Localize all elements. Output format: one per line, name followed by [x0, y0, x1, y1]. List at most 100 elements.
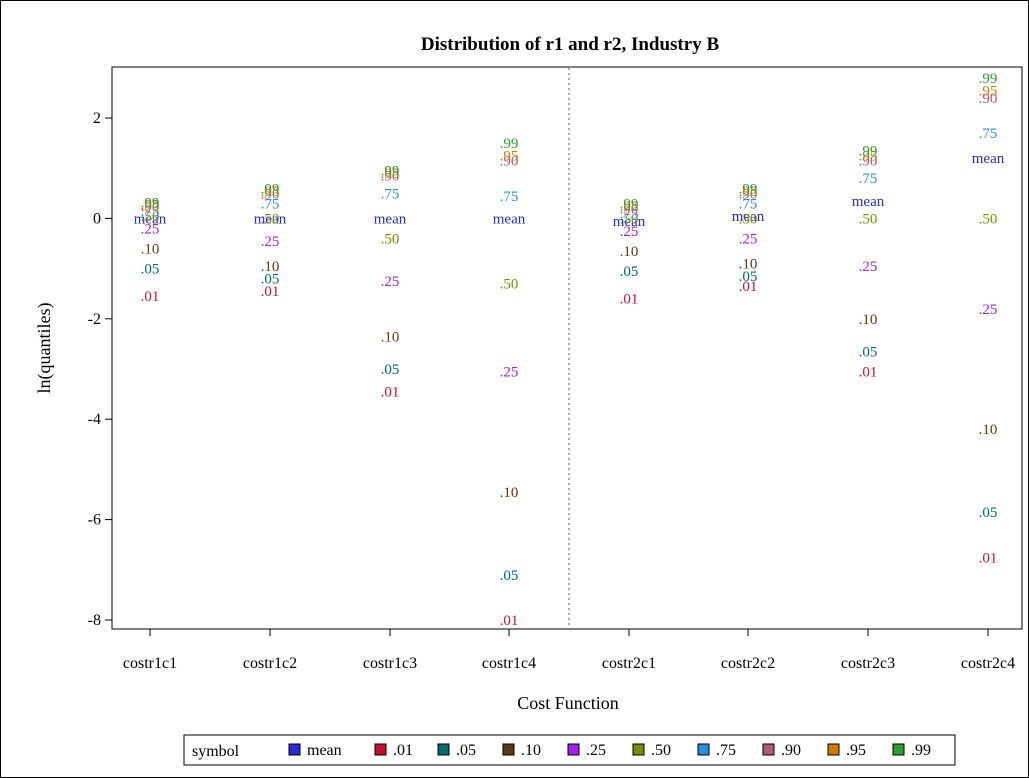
data-point-q05: .05	[141, 262, 160, 278]
legend-swatch	[437, 743, 450, 756]
legend-entry-label: .01	[393, 742, 413, 759]
legend-entry-label: .90	[781, 742, 801, 759]
data-point-q05: .05	[979, 505, 998, 521]
data-point-q75: .75	[739, 196, 758, 212]
data-point-q01: .01	[261, 284, 280, 300]
data-point-mean: mean	[852, 194, 885, 210]
x-tick-label: costr1c3	[363, 655, 417, 672]
data-point-mean: mean	[134, 211, 167, 227]
data-point-q25: .25	[500, 365, 519, 381]
data-point-q25: .25	[979, 302, 998, 318]
data-point-q75: .75	[859, 171, 878, 187]
legend-swatch	[632, 743, 645, 756]
data-point-q25: .25	[141, 221, 160, 237]
data-point-q05: .05	[500, 568, 519, 584]
legend-entry-label: .99	[911, 742, 931, 759]
data-point-q90: .90	[739, 186, 758, 202]
y-axis: -8 -6 -4 -2 0 2	[88, 110, 112, 629]
data-point-q01: .01	[141, 289, 160, 305]
data-point-mean: mean	[613, 214, 646, 230]
data-point-q10: .10	[381, 329, 400, 345]
data-point-q10: .10	[739, 257, 758, 273]
data-point-q10: .10	[979, 422, 998, 438]
data-point-q75: .75	[500, 189, 519, 205]
x-axis-label: Cost Function	[517, 693, 619, 713]
data-point-q95: .95	[261, 184, 280, 200]
data-point-q99: .99	[141, 195, 160, 211]
data-point-q95: .95	[381, 166, 400, 182]
data-point-q01: .01	[739, 279, 758, 295]
legend-entry-label: .25	[586, 742, 606, 759]
data-point-q01: .01	[620, 292, 639, 308]
legend-entry-label: mean	[307, 742, 342, 759]
legend-swatch	[288, 743, 301, 756]
data-point-q90: .90	[620, 201, 639, 217]
data-point-q75: .75	[141, 204, 160, 220]
legend-entry-label: .05	[456, 742, 476, 759]
data-point-q05: .05	[620, 264, 639, 280]
data-point-q25: .25	[739, 231, 758, 247]
data-point-q01: .01	[500, 613, 519, 629]
data-point-mean: mean	[493, 211, 526, 227]
legend-entry-label: .10	[521, 742, 541, 759]
legend-swatch	[697, 743, 710, 756]
data-point-q25: .25	[859, 259, 878, 275]
data-point-q95: .95	[141, 197, 160, 213]
data-point-q75: .75	[261, 196, 280, 212]
data-point-q05: .05	[381, 362, 400, 378]
data-point-mean: mean	[972, 151, 1005, 167]
data-point-q25: .25	[620, 224, 639, 240]
data-point-q99: .99	[979, 71, 998, 87]
y-tick-label: -4	[88, 411, 101, 428]
x-axis: costr1c1 costr1c2 costr1c3 costr1c4 costr2c1…	[123, 629, 1015, 672]
legend-swatch	[892, 743, 905, 756]
data-marks: mean mean mean mean mean meanmeanmean.01.01.0…	[134, 71, 1005, 629]
y-tick-label: -2	[88, 311, 101, 328]
data-point-q01: .01	[979, 550, 998, 566]
data-point-q95: .95	[979, 83, 998, 99]
y-axis-label: ln(quantiles)	[34, 303, 55, 394]
data-point-q50: .50	[261, 211, 280, 227]
data-point-q05: .05	[261, 272, 280, 288]
data-point-q75: .75	[381, 186, 400, 202]
data-point-q99: .99	[620, 196, 639, 212]
data-point-q95: .95	[620, 199, 639, 215]
data-point-mean: mean	[732, 209, 765, 225]
data-point-q75: .75	[620, 206, 639, 222]
data-point-q01: .01	[859, 365, 878, 381]
legend-entry-label: .75	[716, 742, 736, 759]
legend-swatch	[502, 743, 515, 756]
data-point-q95: .95	[500, 149, 519, 165]
data-point-q25: .25	[261, 234, 280, 250]
data-point-q05: .05	[739, 269, 758, 285]
legend-swatch	[374, 743, 387, 756]
data-point-q99: .99	[381, 164, 400, 180]
data-point-q10: .10	[620, 244, 639, 260]
data-point-q90: .90	[500, 154, 519, 170]
data-point-q90: .90	[261, 186, 280, 202]
legend-swatch	[762, 743, 775, 756]
data-point-q99: .99	[739, 181, 758, 197]
plot-area	[111, 66, 1023, 630]
data-point-q95: .95	[739, 184, 758, 200]
data-point-q50: .50	[620, 211, 639, 227]
legend: symbol mean .01 .05 .10 .25 .50 .75 .90 .95 .99	[183, 734, 956, 766]
data-point-q10: .10	[261, 259, 280, 275]
data-point-q99: .99	[859, 144, 878, 160]
data-point-q50: .50	[381, 231, 400, 247]
data-point-q10: .10	[141, 242, 160, 258]
legend-swatch	[567, 743, 580, 756]
legend-entries: mean .01 .05 .10 .25 .50 .75 .90 .95 .99	[288, 742, 931, 759]
legend-entry-label: .95	[846, 742, 866, 759]
data-point-q95: .95	[859, 149, 878, 165]
data-point-q90: .90	[381, 169, 400, 185]
x-tick-label: costr1c2	[243, 655, 297, 672]
x-tick-label: costr2c2	[721, 655, 775, 672]
data-point-q99: .99	[500, 136, 519, 152]
y-tick-label: -6	[88, 512, 101, 529]
data-point-q50: .50	[979, 211, 998, 227]
legend-entry-label: .50	[651, 742, 671, 759]
data-point-q99: .99	[261, 181, 280, 197]
data-point-q25: .25	[381, 274, 400, 290]
